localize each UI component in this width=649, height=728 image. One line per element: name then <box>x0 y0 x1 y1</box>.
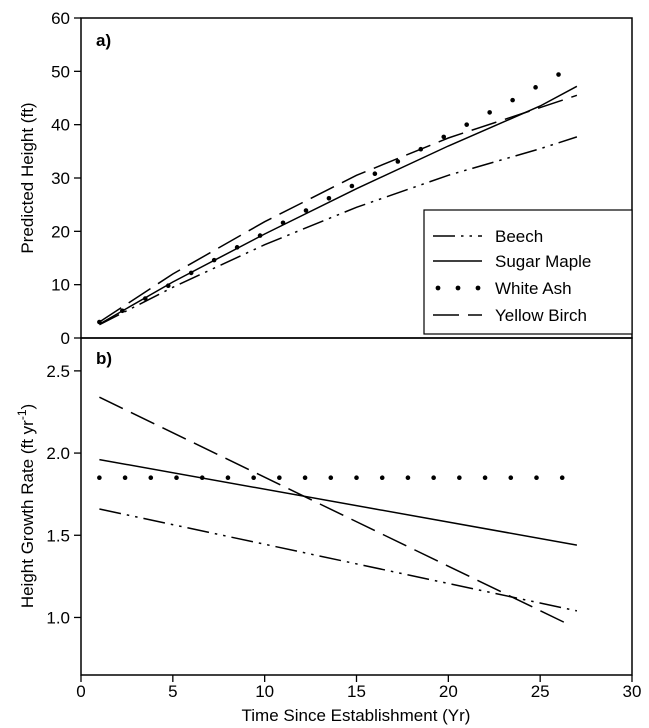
panel-b-series-white-ash <box>97 475 565 481</box>
panel-a-series-white-ash-point <box>303 208 309 213</box>
panel-a-lines <box>97 72 578 326</box>
panel-a-y-ticks: 0 10 20 30 40 50 60 <box>51 9 81 348</box>
panel-a-series-white-ash-point <box>280 220 286 226</box>
legend-box <box>423 209 633 335</box>
x-tick-label: 0 <box>76 682 85 701</box>
x-tick-label: 25 <box>531 682 550 701</box>
panel-b-series-white-ash-point <box>302 475 308 481</box>
legend-items: Beech Sugar Maple White Ash Yellow Birch <box>433 227 591 325</box>
panel-b-y-tick-label: 1.5 <box>46 526 70 545</box>
legend-item-white-ash-swatch-dot <box>435 285 441 291</box>
panel-b-series-white-ash-point <box>508 475 514 481</box>
panel-a-series-white-ash-point <box>349 183 355 189</box>
panel-b-series-white-ash-point <box>482 475 488 481</box>
legend-item-beech: Beech <box>433 227 543 246</box>
panel-a-series-white-ash-point <box>165 283 171 289</box>
panel-b-series-white-ash-point <box>534 475 539 481</box>
legend-item-white-ash-swatch-dot <box>455 285 461 291</box>
panel-a-series-white-ash-point <box>395 159 401 164</box>
panel-b-series-white-ash-point <box>251 475 256 481</box>
panel-a-series-white-ash-point <box>464 122 470 127</box>
x-tick-label: 15 <box>347 682 366 701</box>
panel-a: 0 10 20 30 40 50 60 a) Predicted Height (ft) B… <box>18 9 633 348</box>
panel-b-series-white-ash-point <box>97 475 102 481</box>
panel-b-series-beech <box>99 508 578 612</box>
legend-item-sugar-maple-label: Sugar Maple <box>495 252 591 271</box>
panel-b-series-white-ash-point <box>354 475 359 481</box>
x-axis-title: Time Since Establishment (Yr) <box>242 706 471 725</box>
panel-a-y-axis-title: Predicted Height (ft) <box>18 102 37 253</box>
panel-b-series-white-ash-point <box>122 475 128 481</box>
panel-b-series-white-ash-point <box>559 475 565 481</box>
panel-a-series-white-ash-point <box>510 97 515 103</box>
panel-b-y-tick-label: 1.0 <box>46 608 70 627</box>
panel-a-series-white-ash-point <box>142 296 148 301</box>
panel-b-lines <box>97 396 578 625</box>
panel-a-series-beech <box>99 136 578 326</box>
panel-a-y-tick-label: 50 <box>51 62 70 81</box>
panel-a-y-tick-label: 30 <box>51 169 70 188</box>
x-tick-label: 30 <box>623 682 642 701</box>
panel-b-series-white-ash-point <box>457 475 462 481</box>
panel-b-series-white-ash-point <box>431 475 436 481</box>
panel-b-series-white-ash-point <box>379 475 385 481</box>
panel-a-y-tick-label: 0 <box>61 329 70 348</box>
panel-a-series-white-ash-point <box>211 257 217 263</box>
panel-b-y-axis-title-main: Height Growth Rate (ft yr <box>18 420 37 608</box>
panel-a-y-tick-label: 20 <box>51 222 70 241</box>
panel-b-series-white-ash-point <box>277 475 282 481</box>
panel-b-y-axis-title-suffix: ) <box>18 404 37 410</box>
legend-item-yellow-birch-label: Yellow Birch <box>495 306 587 325</box>
x-tick-label: 20 <box>439 682 458 701</box>
panel-b-series-white-ash-point <box>174 475 179 481</box>
legend-item-sugar-maple: Sugar Maple <box>433 252 591 271</box>
panel-a-series-sugar-maple <box>99 85 578 325</box>
panel-b-y-tick-label: 2.0 <box>46 444 70 463</box>
legend-item-white-ash-swatch-dot <box>475 285 481 291</box>
panel-b-y-tick-label: 2.5 <box>46 362 70 381</box>
panel-a-series-white-ash-point <box>326 195 332 201</box>
panel-b-y-ticks: 1.0 1.5 2.0 2.5 <box>46 362 81 627</box>
panel-b-series-yellow-birch <box>99 396 569 625</box>
panel-b-series-white-ash-point <box>148 475 154 481</box>
legend-item-yellow-birch: Yellow Birch <box>433 306 587 325</box>
panel-a-series-white-ash-point <box>556 72 561 77</box>
panel-b-series-white-ash-point <box>199 475 205 481</box>
panel-a-y-tick-label: 10 <box>51 276 70 295</box>
panel-a-series-white-ash-point <box>234 245 240 250</box>
panel-a-series-white-ash-point <box>372 171 378 177</box>
panel-b-y-axis-title-superscript: -1 <box>15 409 29 420</box>
panel-b-frame <box>80 337 633 676</box>
panel-a-series-yellow-birch <box>98 94 578 323</box>
x-axis-ticks: 0 5 10 15 20 25 30 <box>76 675 641 701</box>
legend-item-white-ash: White Ash <box>435 279 572 298</box>
legend-item-beech-label: Beech <box>495 227 543 246</box>
panel-b-series-white-ash-point <box>328 475 334 481</box>
panel-a-series-white-ash-point <box>441 134 447 140</box>
legend-item-white-ash-label: White Ash <box>495 279 572 298</box>
panel-b-series-white-ash-point <box>225 475 231 481</box>
panel-a-label: a) <box>96 31 111 50</box>
panel-a-series-white-ash <box>97 72 561 325</box>
panel-a-y-tick-label: 60 <box>51 9 70 28</box>
panel-a-series-white-ash-point <box>533 85 538 90</box>
x-tick-label: 5 <box>168 682 177 701</box>
legend: Beech Sugar Maple White Ash Yellow Birch <box>423 209 633 335</box>
panel-a-series-white-ash-point <box>487 110 492 115</box>
panel-b-series-white-ash-point <box>405 475 411 481</box>
panel-a-y-tick-label: 40 <box>51 116 70 135</box>
panel-a-series-white-ash-point <box>120 308 125 314</box>
panel-b-series-sugar-maple <box>99 458 578 546</box>
panel-b-label: b) <box>96 349 112 368</box>
panel-b-y-axis-title: Height Growth Rate (ft yr-1) <box>15 404 37 608</box>
panel-b: 1.0 1.5 2.0 2.5 b) Height Growth Rate (ft y… <box>15 337 633 676</box>
panel-a-series-white-ash-point <box>188 270 194 276</box>
panel-a-series-white-ash-point <box>257 233 263 238</box>
x-tick-label: 10 <box>255 682 274 701</box>
